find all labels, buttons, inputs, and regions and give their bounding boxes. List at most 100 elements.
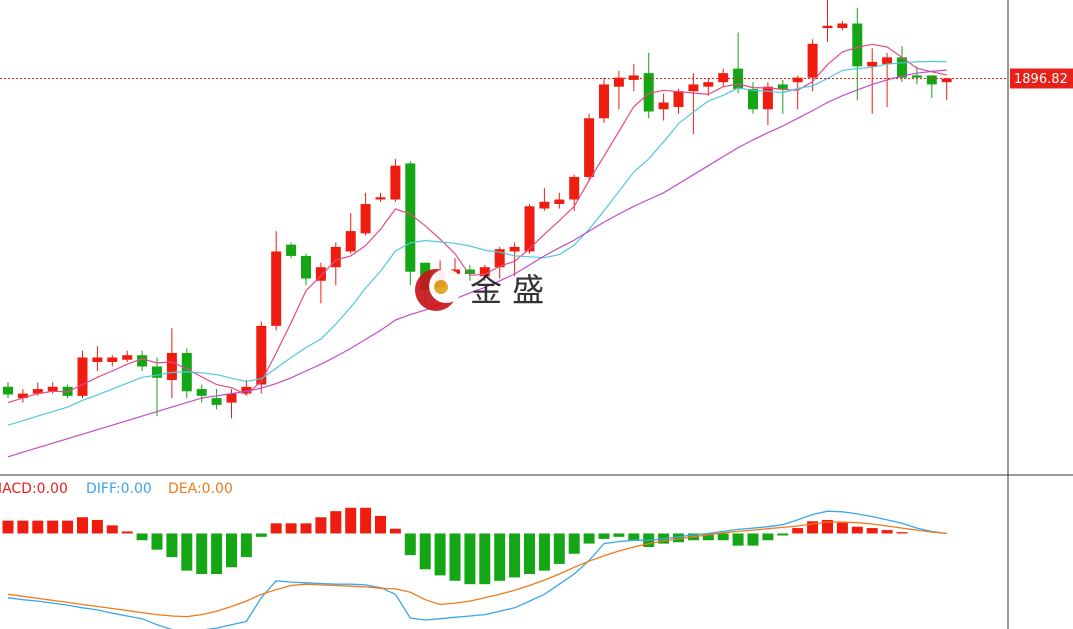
candle-body bbox=[77, 357, 88, 396]
macd-bar bbox=[509, 533, 521, 578]
macd-bar bbox=[494, 533, 506, 581]
candle-body bbox=[599, 84, 609, 119]
candle-body bbox=[718, 73, 729, 83]
macd-bar bbox=[375, 515, 386, 534]
candle-body bbox=[941, 78, 952, 83]
macd-bar bbox=[300, 523, 312, 534]
candle-body bbox=[47, 386, 58, 392]
candle-body bbox=[703, 82, 714, 87]
watermark: 金 盛 bbox=[415, 269, 544, 311]
candle-body bbox=[807, 43, 818, 78]
macd-bar bbox=[270, 523, 282, 534]
macd-bar bbox=[419, 533, 431, 570]
candle-body bbox=[32, 389, 43, 394]
candle-body bbox=[882, 57, 893, 65]
legend-entry: MACD:0.00 bbox=[0, 481, 68, 497]
candle-body bbox=[733, 68, 744, 89]
macd-bar bbox=[553, 533, 565, 564]
candle-body bbox=[375, 197, 386, 200]
candle-body bbox=[613, 77, 624, 87]
candle-body bbox=[360, 204, 371, 234]
macd-bar bbox=[717, 533, 729, 541]
macd-bar bbox=[211, 533, 223, 575]
macd-bar bbox=[777, 533, 789, 536]
macd-bar bbox=[866, 528, 878, 534]
watermark-text: 金 盛 bbox=[470, 271, 544, 309]
macd-bar bbox=[330, 511, 342, 534]
macd-bar bbox=[613, 533, 625, 537]
candle-body bbox=[777, 84, 788, 89]
macd-bar bbox=[464, 533, 476, 585]
macd-bar bbox=[226, 533, 237, 568]
candle-body bbox=[152, 366, 162, 378]
macd-bar bbox=[255, 533, 267, 537]
candle-body bbox=[345, 231, 356, 252]
macd-bar bbox=[449, 533, 461, 581]
indicator-line bbox=[7, 60, 947, 426]
macd-bar bbox=[762, 533, 774, 541]
macd-bar bbox=[434, 533, 446, 576]
macd-bar bbox=[568, 533, 580, 554]
macd-bar bbox=[389, 528, 401, 534]
indicator-line bbox=[7, 43, 947, 404]
candle-body bbox=[494, 249, 505, 268]
candle-body bbox=[464, 269, 475, 274]
macd-bar bbox=[17, 520, 29, 534]
candle-body bbox=[762, 86, 773, 110]
macd-bar bbox=[524, 533, 535, 575]
candle-body bbox=[569, 176, 580, 200]
candle-body bbox=[196, 389, 207, 396]
macd-bar bbox=[673, 533, 684, 543]
candle-body bbox=[792, 77, 803, 83]
candle-body bbox=[658, 102, 669, 110]
indicator-line bbox=[7, 69, 947, 458]
candle-body bbox=[539, 201, 550, 209]
candle-body bbox=[390, 165, 401, 200]
macd-bar bbox=[792, 528, 804, 534]
candle-body bbox=[628, 75, 639, 80]
candle-body bbox=[897, 57, 907, 78]
macd-bar bbox=[479, 533, 491, 585]
legend-entry: DIFF:0.00 bbox=[86, 481, 152, 497]
macd-bar bbox=[166, 533, 178, 558]
candle-body bbox=[748, 88, 758, 110]
candle-body bbox=[122, 355, 133, 360]
macd-bar bbox=[32, 520, 44, 534]
macd-bar bbox=[240, 533, 252, 558]
macd-bar bbox=[807, 521, 819, 534]
candle-body bbox=[211, 398, 222, 405]
indicator-line bbox=[7, 510, 947, 629]
macd-bar bbox=[196, 533, 208, 575]
candle-body bbox=[256, 325, 267, 385]
candle-body bbox=[405, 163, 416, 272]
macd-bar bbox=[836, 522, 848, 534]
macd-bar bbox=[91, 519, 103, 534]
candle-body bbox=[241, 386, 252, 394]
macd-bar bbox=[62, 520, 74, 534]
mark-layer bbox=[2, 0, 952, 629]
candle-body bbox=[107, 357, 118, 362]
candle-body bbox=[584, 118, 595, 177]
macd-bar bbox=[822, 519, 833, 534]
candle-body bbox=[137, 355, 148, 367]
macd-bar bbox=[404, 533, 416, 556]
candle-body bbox=[92, 357, 103, 362]
candle-body bbox=[479, 267, 490, 277]
candle-body bbox=[226, 393, 237, 403]
candle-body bbox=[17, 393, 28, 399]
candle-body bbox=[867, 61, 878, 67]
macd-bar bbox=[106, 525, 118, 534]
candle-body bbox=[301, 255, 311, 279]
candle-body bbox=[3, 386, 13, 395]
macd-bar bbox=[77, 517, 88, 534]
macd-bar bbox=[538, 533, 550, 571]
macd-bar bbox=[851, 526, 863, 534]
watermark-logo-dot bbox=[434, 280, 448, 294]
candle-body bbox=[554, 199, 565, 205]
last-price-label: 1896.82 bbox=[1014, 72, 1068, 87]
candle-body bbox=[926, 75, 937, 85]
macd-bar bbox=[47, 520, 59, 534]
macd-bar bbox=[151, 533, 163, 550]
candle-body bbox=[286, 244, 297, 256]
